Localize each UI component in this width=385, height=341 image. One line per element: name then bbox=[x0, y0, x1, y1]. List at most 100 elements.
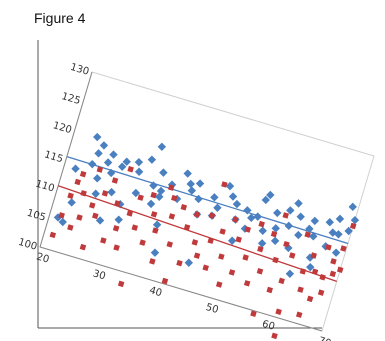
red-square-point bbox=[329, 270, 337, 278]
red-square-point bbox=[304, 231, 311, 238]
red-square-point bbox=[183, 224, 191, 231]
red-square-point bbox=[250, 310, 257, 317]
red-square-point bbox=[283, 240, 290, 248]
blue-diamond-point bbox=[159, 168, 168, 177]
x-axis-line bbox=[39, 246, 323, 332]
red-square-point bbox=[171, 194, 178, 202]
blue-diamond-point bbox=[194, 194, 203, 204]
blue-diamond-point bbox=[94, 149, 103, 158]
blue-diamond-point bbox=[306, 262, 315, 272]
x-tick-label: 40 bbox=[148, 285, 163, 299]
blue-diamond-point bbox=[334, 230, 343, 239]
blue-diamond-point bbox=[157, 142, 167, 151]
red-square-point bbox=[180, 204, 188, 211]
red-square-point bbox=[299, 268, 307, 275]
red-square-point bbox=[76, 214, 83, 221]
blue-diamond-point bbox=[122, 157, 131, 166]
red-square-point bbox=[295, 311, 303, 318]
red-square-point bbox=[340, 245, 347, 252]
blue-diamond-point bbox=[187, 186, 197, 195]
red-square-point bbox=[58, 212, 65, 219]
red-trend-line bbox=[57, 185, 337, 283]
red-square-point bbox=[208, 212, 216, 219]
blue-diamond-point bbox=[253, 212, 262, 221]
red-square-point bbox=[126, 210, 134, 217]
red-square-point bbox=[319, 273, 326, 281]
blue-diamond-point bbox=[213, 203, 222, 212]
red-square-point bbox=[96, 166, 104, 173]
red-square-point bbox=[113, 244, 120, 251]
x-tick-label: 20 bbox=[35, 252, 50, 266]
blue-diamond-point bbox=[103, 158, 113, 167]
blue-diamond-point bbox=[284, 221, 293, 231]
red-square-point bbox=[330, 258, 337, 265]
red-square-point bbox=[80, 190, 87, 197]
red-square-point bbox=[117, 280, 125, 288]
blue-diamond-point bbox=[350, 215, 360, 225]
red-square-point bbox=[89, 202, 96, 209]
blue-diamond-point bbox=[309, 232, 318, 241]
blue-diamond-point bbox=[210, 193, 219, 202]
red-square-point bbox=[232, 216, 239, 223]
red-square-point bbox=[150, 211, 158, 218]
blue-diamond-point bbox=[71, 164, 80, 173]
red-square-point bbox=[242, 254, 249, 261]
blue-diamond-point bbox=[150, 248, 160, 257]
blue-diamond-point bbox=[152, 220, 162, 229]
blue-diamond-point bbox=[270, 236, 280, 246]
blue-diamond-point bbox=[273, 208, 282, 218]
y-tick-label: 110 bbox=[34, 179, 55, 195]
blue-diamond-point bbox=[348, 202, 357, 212]
red-square-point bbox=[207, 237, 214, 244]
blue-diamond-point bbox=[232, 199, 242, 209]
y-tick-label: 120 bbox=[52, 120, 73, 136]
red-square-point bbox=[193, 252, 201, 259]
blue-diamond-point bbox=[305, 224, 314, 234]
blue-diamond-point bbox=[106, 168, 116, 178]
red-square-point bbox=[150, 191, 157, 199]
blue-diamond-point bbox=[147, 155, 157, 164]
red-square-point bbox=[219, 228, 226, 235]
red-square-point bbox=[325, 243, 332, 251]
red-square-point bbox=[161, 277, 169, 285]
blue-diamond-point bbox=[227, 236, 237, 245]
red-square-point bbox=[111, 177, 119, 184]
x-tick-label: 70 bbox=[317, 336, 332, 341]
red-square-point bbox=[67, 224, 74, 231]
blue-diamond-point bbox=[117, 162, 127, 171]
red-square-point bbox=[336, 266, 344, 273]
x-tick-label: 60 bbox=[261, 319, 276, 333]
blue-diamond-point bbox=[184, 258, 193, 267]
blue-diamond-point bbox=[91, 189, 100, 198]
red-square-point bbox=[137, 194, 144, 201]
blue-diamond-point bbox=[294, 230, 303, 240]
blue-trend-line bbox=[66, 155, 349, 245]
red-square-point bbox=[114, 200, 121, 207]
rotated-plot-area: 100 105 110 115 120 125 130 20 30 40 50 60 70 bbox=[17, 62, 375, 341]
red-square-point bbox=[221, 181, 228, 188]
blue-diamond-point bbox=[266, 190, 275, 200]
red-square-point bbox=[152, 227, 159, 234]
red-square-point bbox=[297, 286, 304, 293]
red-square-point bbox=[191, 239, 199, 246]
red-square-point bbox=[101, 190, 109, 197]
blue-diamond-point bbox=[331, 248, 341, 257]
blue-diamond-point bbox=[99, 141, 109, 150]
red-square-point bbox=[235, 236, 242, 243]
blue-diamond-point bbox=[114, 215, 123, 224]
red-square-point bbox=[272, 256, 279, 264]
blue-diamond-point bbox=[285, 269, 295, 279]
red-square-point bbox=[166, 241, 173, 248]
y-tick-label: 125 bbox=[60, 91, 81, 107]
blue-diamond-point bbox=[186, 179, 195, 189]
blue-diamond-point bbox=[286, 206, 295, 215]
red-square-point bbox=[79, 243, 87, 251]
red-square-point bbox=[266, 286, 273, 294]
blue-diamond-point bbox=[134, 157, 144, 167]
red-square-point bbox=[193, 211, 201, 218]
blue-diamond-point bbox=[183, 169, 192, 178]
blue-diamond-point bbox=[284, 243, 293, 253]
red-square-point bbox=[271, 332, 278, 340]
blue-diamond-point bbox=[344, 226, 353, 236]
